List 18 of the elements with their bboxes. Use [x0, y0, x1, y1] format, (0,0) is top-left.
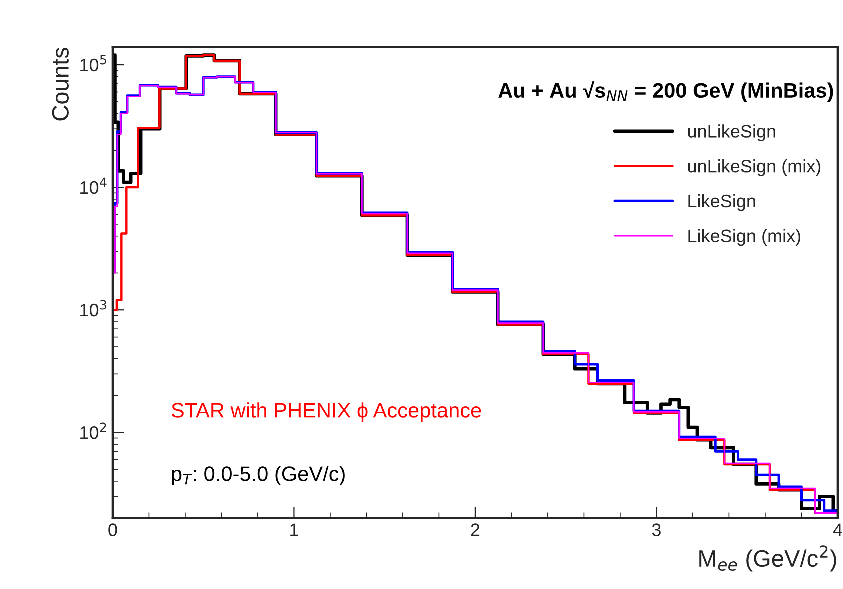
annotation: Au + Au √s$_{NN}$ = 200 GeV (MinBias) [498, 81, 834, 102]
y-tick-label: 10$^{2}$ [80, 422, 106, 440]
y-tick-label: 10$^{5}$ [80, 55, 106, 72]
x-tick-label: 3 [652, 524, 661, 536]
y-tick-label: 10$^{4}$ [80, 178, 107, 194]
x-tick-label: 2 [471, 524, 480, 536]
x-tick-label: 0 [108, 524, 118, 536]
legend-label: unLikeSign (mix) [688, 160, 821, 176]
x-tick-label: 4 [833, 524, 842, 536]
annotation: STAR with PHENIX ϕ Acceptance [172, 402, 482, 422]
x-axis-title: M$_{ee}$ (GeV/c$^{2}$) [700, 546, 836, 572]
legend-label: LikeSign [688, 194, 756, 212]
legend-label: unLikeSign [688, 124, 776, 142]
x-tick-label: 1 [290, 524, 298, 536]
y-axis-title: Counts [52, 48, 69, 121]
legend-label: LikeSign (mix) [688, 229, 800, 246]
annotation: p$_{T}$: 0.0-5.0 (GeV/c) [172, 466, 345, 486]
y-tick-label: 10$^{3}$ [80, 300, 106, 317]
